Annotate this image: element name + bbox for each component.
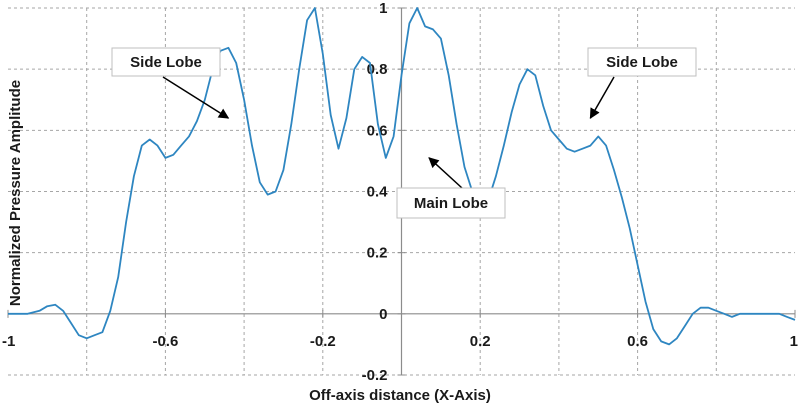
y-axis-title: Normalized Pressure Amplitude: [7, 80, 24, 306]
x-tick-label: -1: [2, 333, 15, 350]
x-tick-label: -0.6: [152, 333, 178, 350]
annotation-arrow: [589, 76, 615, 120]
annotation: Side Lobe: [111, 47, 230, 119]
annotation-box: [111, 47, 221, 77]
x-tick-label: 0.2: [470, 333, 491, 350]
y-tick-label: 0: [379, 306, 387, 323]
series-line: [8, 7, 796, 346]
y-tick-labels: -0.200.20.40.60.81: [362, 0, 389, 384]
annotation: Main Lobe: [396, 157, 506, 219]
x-tick-label: 1: [790, 333, 798, 350]
y-tick-label: 0.4: [367, 184, 389, 201]
annotation-box: [587, 47, 697, 77]
data-series: [8, 7, 796, 346]
x-tick-label: 0.6: [627, 333, 648, 350]
annotation-label: Main Lobe: [414, 195, 488, 212]
annotation: Side Lobe: [587, 47, 697, 120]
annotation-arrow: [428, 157, 463, 189]
x-axis-title: Off-axis distance (X-Axis): [309, 387, 491, 403]
x-tick-label: -0.2: [310, 333, 336, 350]
x-tick-labels: -1 -0.6 -0.2 0.2 0.6 1: [2, 333, 798, 350]
y-tick-label: -0.2: [362, 367, 388, 384]
y-tick-label: 1: [379, 0, 387, 17]
annotation-arrow: [162, 76, 230, 119]
y-tick-label: 0.2: [367, 245, 388, 262]
y-tick-label: 0.6: [367, 122, 388, 139]
annotations: Side Lobe Main Lobe Side Lobe: [111, 47, 697, 219]
annotation-label: Side Lobe: [606, 54, 678, 71]
annotation-box: [396, 187, 506, 219]
annotation-label: Side Lobe: [130, 54, 202, 71]
